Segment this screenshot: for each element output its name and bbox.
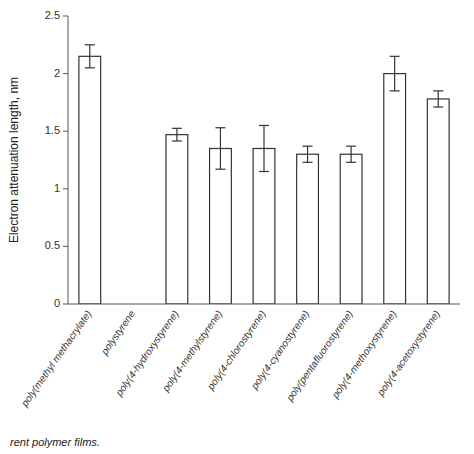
y-axis-line bbox=[68, 16, 69, 304]
y-tick-label: 2.5 bbox=[45, 9, 60, 21]
y-tick bbox=[63, 73, 68, 74]
error-bar-cap bbox=[172, 128, 182, 129]
x-tick-label: poly(4-acetoxystyrene) bbox=[374, 308, 442, 398]
error-bar-cap bbox=[172, 140, 182, 141]
error-bar-cap bbox=[303, 162, 313, 163]
error-bar bbox=[172, 128, 182, 141]
x-tick-label: poly(methyl methacrylate) bbox=[18, 308, 93, 409]
error-bar-cap bbox=[85, 44, 95, 45]
error-bar-cap bbox=[346, 162, 356, 163]
error-bar bbox=[433, 91, 443, 107]
y-tick bbox=[63, 246, 68, 247]
error-bar-cap bbox=[433, 90, 443, 91]
x-axis-line bbox=[68, 304, 460, 305]
error-bar-stem bbox=[438, 91, 439, 107]
error-bar-stem bbox=[307, 146, 308, 162]
error-bar bbox=[215, 128, 225, 169]
y-tick bbox=[63, 188, 68, 189]
bar bbox=[384, 74, 406, 304]
bar bbox=[166, 135, 188, 304]
error-bar bbox=[303, 146, 313, 162]
error-bar-cap bbox=[259, 171, 269, 172]
y-tick bbox=[63, 131, 68, 132]
error-bar-stem bbox=[394, 56, 395, 91]
error-bar-cap bbox=[390, 90, 400, 91]
error-bar-cap bbox=[215, 127, 225, 128]
caption: rent polymer films. bbox=[10, 436, 100, 448]
y-axis-label: Electron attenuation length, nm bbox=[7, 77, 21, 243]
y-tick-label: 0.5 bbox=[45, 239, 60, 251]
bar bbox=[210, 148, 232, 304]
error-bar-stem bbox=[89, 45, 90, 68]
error-bar bbox=[259, 125, 269, 171]
error-bar bbox=[390, 56, 400, 91]
error-bar-cap bbox=[85, 67, 95, 68]
error-bar-cap bbox=[259, 125, 269, 126]
bar bbox=[79, 56, 101, 304]
error-bar-cap bbox=[433, 106, 443, 107]
error-bar-stem bbox=[263, 125, 264, 171]
bars bbox=[79, 45, 449, 304]
y-tick bbox=[63, 304, 68, 305]
error-bar-cap bbox=[303, 146, 313, 147]
x-tick-label: polystyrene bbox=[98, 308, 137, 357]
error-bar-stem bbox=[351, 146, 352, 162]
error-bar-cap bbox=[215, 169, 225, 170]
error-bar bbox=[346, 146, 356, 162]
y-tick-label: 2 bbox=[54, 67, 60, 79]
y-tick-label: 1 bbox=[54, 182, 60, 194]
y-tick-label: 0 bbox=[54, 297, 60, 309]
y-tick-label: 1.5 bbox=[45, 124, 60, 136]
error-bar-cap bbox=[346, 146, 356, 147]
bar bbox=[297, 154, 319, 304]
chart: 00.511.522.5poly(methyl methacrylate)pol… bbox=[0, 0, 474, 454]
error-bar-stem bbox=[176, 128, 177, 141]
error-bar-cap bbox=[390, 56, 400, 57]
error-bar-stem bbox=[220, 128, 221, 169]
bar bbox=[253, 148, 275, 304]
bar bbox=[427, 99, 449, 304]
bar bbox=[340, 154, 362, 304]
y-tick bbox=[63, 16, 68, 17]
error-bar bbox=[85, 45, 95, 68]
